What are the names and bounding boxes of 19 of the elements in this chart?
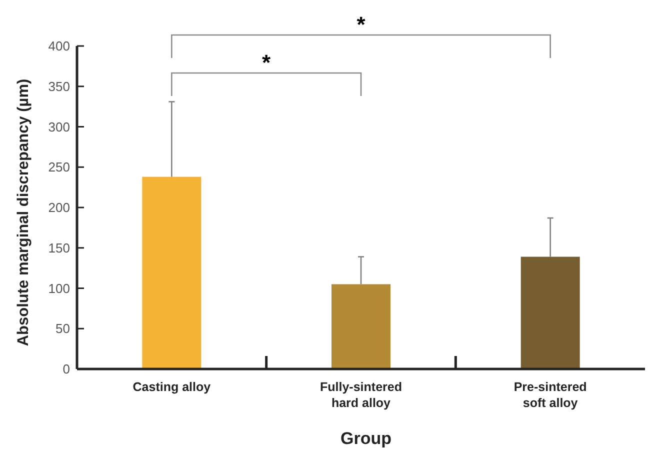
bar	[332, 284, 390, 369]
text: *	[356, 12, 366, 37]
x-tick-label: Casting alloy	[132, 380, 211, 394]
bar	[142, 176, 202, 369]
y-tick-label: 100	[48, 280, 70, 296]
y-tick-label: 250	[48, 160, 70, 175]
x-axis-title: Group	[340, 429, 392, 448]
annotation: *	[262, 50, 272, 75]
y-tick-label: 0	[62, 362, 70, 377]
y-tick-label: 50	[56, 321, 70, 336]
x-tick-label: Fully-sintered hard alloy	[320, 380, 402, 410]
x-tick-label: Pre-sintered soft alloy	[514, 380, 587, 410]
y-axis-title: Absolute marginal discrepancy (µm)	[15, 78, 32, 346]
y-tick-label: 150	[48, 240, 70, 256]
y-tick-label: 350	[48, 78, 70, 94]
bar	[520, 256, 580, 369]
y-tick-label: 200	[48, 200, 70, 216]
y-tick-label: 400	[48, 38, 70, 54]
y-tick-label: 300	[48, 119, 70, 134]
